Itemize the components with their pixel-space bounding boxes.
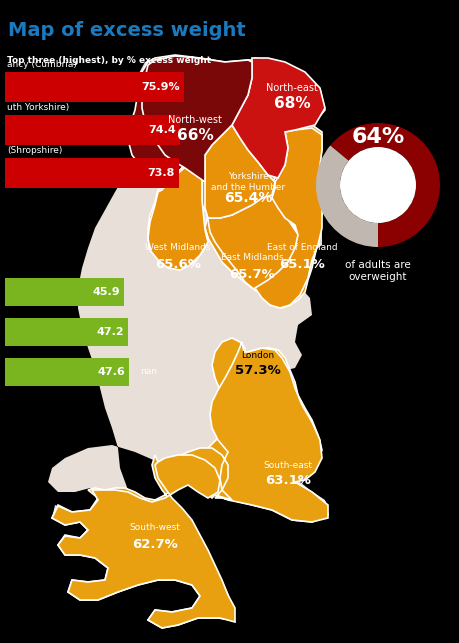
Text: 65.1%: 65.1%: [279, 257, 324, 271]
Circle shape: [364, 160, 390, 186]
Text: 66%: 66%: [176, 129, 213, 143]
Circle shape: [339, 147, 415, 223]
Text: Map of excess weight: Map of excess weight: [8, 21, 245, 39]
Text: 65.4%: 65.4%: [224, 191, 272, 205]
Polygon shape: [202, 60, 274, 218]
Text: uth Yorkshire): uth Yorkshire): [7, 103, 69, 112]
Polygon shape: [205, 190, 309, 298]
Text: 57.3%: 57.3%: [235, 363, 280, 377]
Text: East Midlands: East Midlands: [220, 253, 283, 262]
Bar: [5, 115, 179, 145]
Polygon shape: [231, 58, 325, 178]
Text: 64%: 64%: [351, 127, 404, 147]
Text: 75.9%: 75.9%: [140, 82, 179, 92]
Polygon shape: [128, 55, 249, 188]
Polygon shape: [254, 128, 321, 308]
Wedge shape: [315, 145, 377, 247]
Text: East of England: East of England: [266, 244, 336, 253]
Bar: [5, 158, 178, 188]
Polygon shape: [252, 125, 321, 308]
Text: Yorkshire
and the Humber: Yorkshire and the Humber: [211, 172, 285, 192]
Text: 65.7%: 65.7%: [229, 267, 274, 280]
Bar: [5, 358, 129, 386]
Polygon shape: [165, 342, 327, 522]
Polygon shape: [148, 150, 207, 270]
Text: Top three (highest), by % excess weight: Top three (highest), by % excess weight: [7, 56, 211, 65]
Text: 62.7%: 62.7%: [132, 538, 178, 550]
Text: (Shropshire): (Shropshire): [7, 146, 62, 155]
Text: London: London: [241, 350, 274, 359]
Text: North-east: North-east: [265, 83, 317, 93]
Text: 68%: 68%: [273, 96, 310, 111]
Polygon shape: [52, 455, 231, 628]
Polygon shape: [207, 192, 308, 295]
Bar: [5, 318, 128, 346]
Text: 45.9: 45.9: [93, 287, 120, 297]
Ellipse shape: [365, 185, 389, 213]
Polygon shape: [231, 58, 325, 178]
Polygon shape: [182, 338, 327, 522]
Text: 63.1%: 63.1%: [264, 475, 310, 487]
Wedge shape: [330, 123, 439, 247]
Text: 73.8: 73.8: [147, 168, 174, 178]
Text: 47.6: 47.6: [97, 367, 124, 377]
Text: 65.6%: 65.6%: [155, 257, 201, 271]
Bar: [5, 72, 183, 102]
Bar: [5, 278, 124, 306]
Polygon shape: [48, 55, 327, 628]
Text: nan: nan: [140, 368, 157, 377]
Polygon shape: [142, 56, 252, 182]
Text: 47.2: 47.2: [96, 327, 123, 337]
Polygon shape: [52, 455, 235, 628]
Polygon shape: [148, 148, 207, 270]
Text: ancy (Cumbria): ancy (Cumbria): [7, 60, 77, 69]
Text: South-east: South-east: [263, 460, 312, 469]
Polygon shape: [205, 60, 274, 218]
Text: North-west: North-west: [168, 115, 221, 125]
Text: 74.4: 74.4: [148, 125, 176, 135]
Polygon shape: [246, 348, 287, 388]
Polygon shape: [243, 348, 281, 385]
Text: South-west: South-west: [129, 523, 180, 532]
Text: West Midlands: West Midlands: [145, 244, 210, 253]
Text: of adults are
overweight: of adults are overweight: [344, 260, 410, 282]
